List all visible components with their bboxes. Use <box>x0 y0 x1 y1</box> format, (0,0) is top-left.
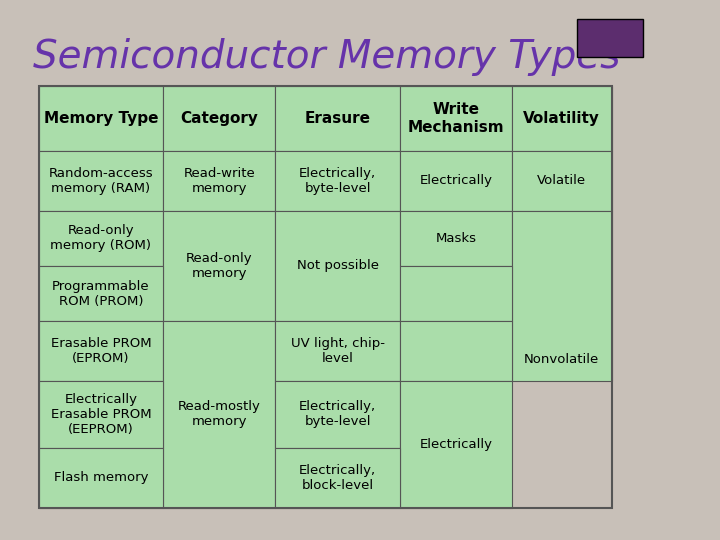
Text: Masks: Masks <box>436 232 477 245</box>
Bar <box>275 86 400 151</box>
Text: Electrically: Electrically <box>420 174 492 187</box>
Bar <box>163 321 275 508</box>
Bar <box>163 86 275 151</box>
Text: Semiconductor Memory Types: Semiconductor Memory Types <box>33 38 621 76</box>
Bar <box>39 151 163 211</box>
Bar <box>400 86 512 151</box>
Bar <box>39 321 163 381</box>
Bar <box>275 448 400 508</box>
Text: Erasure: Erasure <box>305 111 371 126</box>
Bar <box>39 381 163 448</box>
Text: Electrically
Erasable PROM
(EEPROM): Electrically Erasable PROM (EEPROM) <box>50 393 151 436</box>
Bar <box>400 321 512 381</box>
Text: Write
Mechanism: Write Mechanism <box>408 103 504 135</box>
Text: Not possible: Not possible <box>297 259 379 272</box>
Bar <box>39 266 163 321</box>
Text: Electrically,
block-level: Electrically, block-level <box>299 464 376 492</box>
Bar <box>400 211 512 266</box>
Bar <box>39 86 612 508</box>
Text: Read-write
memory: Read-write memory <box>184 167 255 195</box>
Bar <box>512 86 612 151</box>
Text: Category: Category <box>180 111 258 126</box>
Text: Volatility: Volatility <box>523 111 600 126</box>
Text: Programmable
ROM (PROM): Programmable ROM (PROM) <box>52 280 150 308</box>
Text: Random-access
memory (RAM): Random-access memory (RAM) <box>48 167 153 195</box>
Bar <box>275 321 400 381</box>
Bar <box>400 266 512 321</box>
FancyBboxPatch shape <box>577 19 643 57</box>
Text: Flash memory: Flash memory <box>53 471 148 484</box>
Text: Memory Type: Memory Type <box>44 111 158 126</box>
Bar <box>400 151 512 211</box>
Text: Erasable PROM
(EPROM): Erasable PROM (EPROM) <box>50 337 151 365</box>
Text: Electrically: Electrically <box>420 438 492 451</box>
Bar <box>39 211 163 266</box>
Text: Read-only
memory: Read-only memory <box>186 252 253 280</box>
Bar <box>275 151 400 211</box>
Text: UV light, chip-
level: UV light, chip- level <box>291 337 384 365</box>
Bar <box>512 211 612 381</box>
Bar <box>275 211 400 321</box>
Text: Read-mostly
memory: Read-mostly memory <box>178 400 261 428</box>
Bar <box>275 381 400 448</box>
Bar <box>512 151 612 211</box>
Bar <box>39 86 163 151</box>
Text: Electrically,
byte-level: Electrically, byte-level <box>299 400 376 428</box>
Text: Read-only
memory (ROM): Read-only memory (ROM) <box>50 224 151 252</box>
Bar <box>39 448 163 508</box>
Text: Nonvolatile: Nonvolatile <box>524 353 600 366</box>
Text: Volatile: Volatile <box>537 174 586 187</box>
Bar <box>163 151 275 211</box>
Bar <box>400 381 512 508</box>
Text: Electrically,
byte-level: Electrically, byte-level <box>299 167 376 195</box>
Bar <box>163 211 275 321</box>
